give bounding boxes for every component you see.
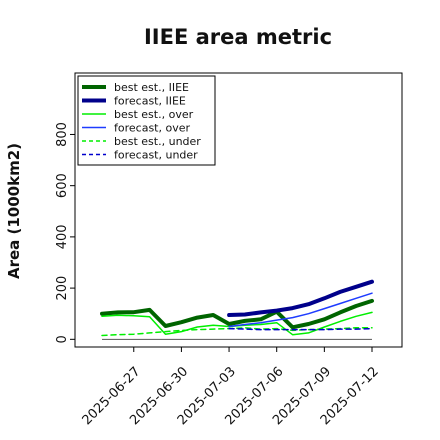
chart-title: IIEE area metric — [144, 25, 332, 49]
y-axis: 0 200 400 600 800 — [55, 122, 75, 343]
series-line-5 — [228, 327, 373, 331]
legend-label-3: forecast, over — [114, 122, 190, 135]
legend-label-0: best est., IIEE — [114, 81, 189, 94]
y-tick-label-0: 0 — [55, 335, 70, 343]
legend-box — [77, 75, 216, 166]
legend-label-4: best est., under — [114, 135, 201, 148]
series-layer — [100, 279, 374, 337]
series-line-3 — [228, 292, 373, 328]
series-line-0 — [100, 298, 374, 330]
y-tick-label-2: 400 — [55, 224, 70, 249]
x-axis: 2025-06-272025-06-302025-07-032025-07-06… — [80, 347, 382, 428]
y-tick-label-3: 600 — [55, 173, 70, 198]
legend-label-5: forecast, under — [114, 149, 198, 162]
series-line-4 — [101, 327, 373, 337]
legend-label-2: best est., over — [114, 108, 194, 121]
y-tick-label-4: 800 — [55, 122, 70, 147]
plot-area — [74, 72, 403, 348]
y-axis-label: Area (1000km2) — [5, 143, 23, 279]
legend-label-1: forecast, IIEE — [114, 95, 186, 108]
y-tick-label-1: 200 — [55, 276, 70, 301]
series-line-1 — [227, 279, 374, 317]
